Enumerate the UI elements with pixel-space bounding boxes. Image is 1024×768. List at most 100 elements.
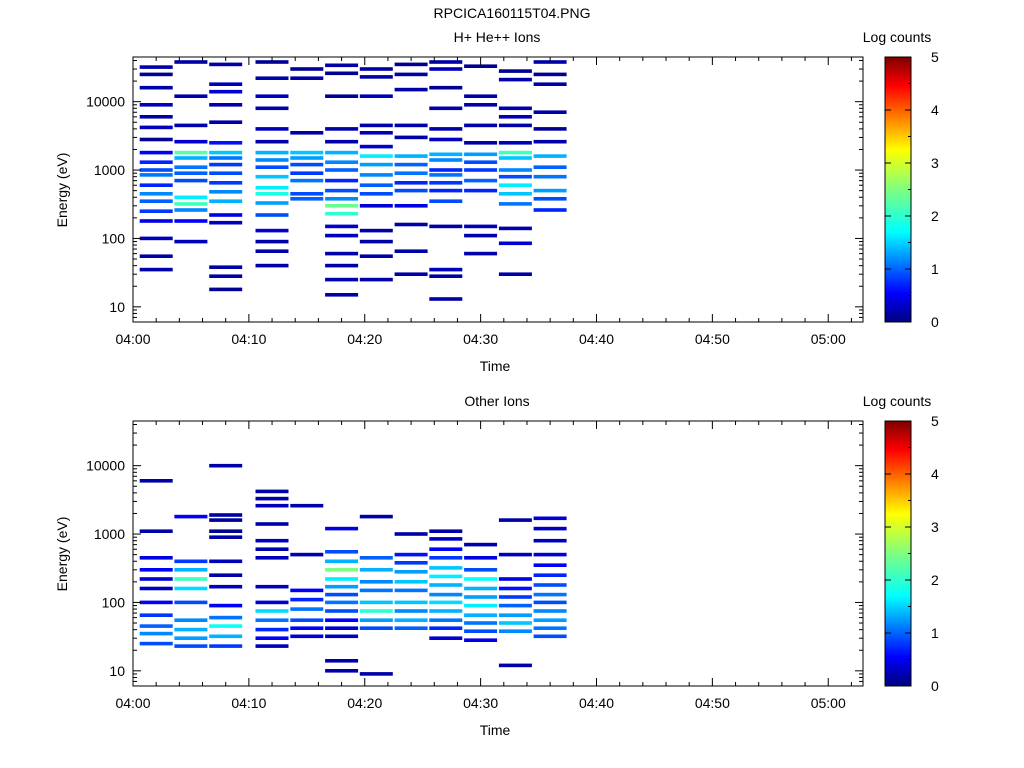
heatmap-cell [498, 174, 532, 179]
heatmap-cell [290, 197, 324, 201]
heatmap-cell [209, 535, 243, 539]
other-ions-axes: 04:00 04:10 04:20 04:30 04:40 04:50 05:00 10 100… [86, 421, 863, 711]
heatmap-cell [139, 168, 173, 172]
heatmap-cell [359, 514, 393, 519]
heatmap-cell [394, 72, 428, 77]
heatmap-cell [533, 127, 567, 131]
heatmap-cell [174, 123, 208, 128]
heatmap-cell [139, 556, 173, 560]
heatmap-cell [255, 618, 289, 622]
heatmap-cell [209, 518, 243, 522]
heatmap-cell [209, 62, 243, 67]
heatmap-cell [533, 600, 567, 605]
other-ions-colorbar [884, 420, 912, 687]
heatmap-cell [394, 600, 428, 605]
colorbar-tick-label: 5 [931, 49, 939, 65]
y-tick-label: 100 [102, 594, 126, 610]
colorbar-tick-label: 2 [931, 572, 939, 588]
heatmap-cell [255, 600, 289, 605]
heatmap-cell [209, 624, 243, 628]
heatmap-cell [255, 249, 289, 253]
heatmap-cell [429, 199, 463, 203]
heatmap-cell [533, 516, 567, 521]
x-tick-label: 04:00 [115, 331, 150, 347]
heatmap-cell [209, 120, 243, 124]
heatmap-cell [174, 150, 208, 155]
heatmap-cell [290, 171, 324, 175]
heatmap-cell [174, 618, 208, 622]
heatmap-cell [498, 69, 532, 73]
heatmap-cell [325, 188, 359, 193]
heatmap-cell [255, 150, 289, 155]
heatmap-cell [498, 183, 532, 187]
x-tick-label: 04:20 [347, 331, 382, 347]
colorbar-tick-label: 0 [931, 678, 939, 694]
colorbar-tick-label: 1 [931, 261, 939, 277]
colorbar-tick-label: 1 [931, 625, 939, 641]
heatmap-cell [174, 202, 208, 206]
heatmap-cell [174, 514, 208, 519]
heatmap-cell [359, 600, 393, 605]
heatmap-cell [533, 634, 567, 639]
colorbar-tick-label: 2 [931, 208, 939, 224]
heatmap-cell [429, 60, 463, 64]
colorbar-tick-label: 5 [931, 413, 939, 429]
heatmap-cell [429, 274, 463, 278]
heatmap-cell [325, 626, 359, 630]
heatmap-cell [139, 173, 173, 177]
heatmap-cell [429, 85, 463, 90]
heatmap-cell [139, 115, 173, 119]
heatmap-cell [533, 82, 567, 86]
heatmap-cell [325, 224, 359, 229]
heatmap-cell [325, 550, 359, 554]
heatmap-cell [359, 162, 393, 167]
heatmap-cell [498, 115, 532, 119]
heatmap-cell [255, 609, 289, 613]
heatmap-cell [290, 552, 324, 557]
heatmap-cell [359, 672, 393, 676]
heatmap-cell [533, 618, 567, 622]
heatmap-cell [464, 577, 498, 581]
y-tick-label: 10 [109, 663, 125, 679]
heatmap-cell [209, 82, 243, 86]
heatmap-cell [429, 181, 463, 185]
other-ions-colorbar-label: Log counts [863, 393, 932, 409]
heatmap-cell [464, 595, 498, 599]
heatmap-cell [174, 577, 208, 581]
heatmap-cell [429, 67, 463, 71]
y-tick-label: 10000 [86, 458, 125, 474]
heatmap-cell [174, 208, 208, 212]
heatmap-cell [255, 127, 289, 131]
heatmap-cell [139, 236, 173, 241]
heatmap-cell [533, 552, 567, 557]
heatmap-cell [464, 141, 498, 145]
heatmap-cell [394, 626, 428, 630]
heatmap-cell [209, 584, 243, 589]
heatmap-cell [255, 584, 289, 589]
heatmap-cell [290, 67, 324, 71]
other-ions-xlabel: Time [480, 722, 511, 738]
h-he-ions-colorbar-axis: 0 1 2 3 4 5 [885, 49, 939, 330]
heatmap-cell [209, 265, 243, 269]
colorbar-tick-label: 3 [931, 155, 939, 171]
heatmap-cell [325, 592, 359, 597]
heatmap-cell [394, 87, 428, 92]
heatmap-cell [290, 503, 324, 508]
heatmap-cell [464, 188, 498, 193]
heatmap-cell [498, 272, 532, 276]
h-he-ions-panel: H+ He++ Ions 04:00 04:10 04:20 04:30 04:40 04… [54, 29, 939, 374]
heatmap-cell [394, 171, 428, 175]
heatmap-cell [255, 174, 289, 179]
heatmap-cell [533, 592, 567, 597]
heatmap-cell [290, 618, 324, 622]
heatmap-cell [255, 139, 289, 144]
heatmap-cell [325, 197, 359, 201]
heatmap-cell [533, 538, 567, 543]
heatmap-cell [139, 568, 173, 572]
y-tick-label: 1000 [94, 162, 125, 178]
heatmap-cell [290, 597, 324, 602]
heatmap-cell [429, 636, 463, 640]
heatmap-cell [174, 94, 208, 98]
heatmap-cell [255, 644, 289, 648]
heatmap-cell [359, 609, 393, 613]
